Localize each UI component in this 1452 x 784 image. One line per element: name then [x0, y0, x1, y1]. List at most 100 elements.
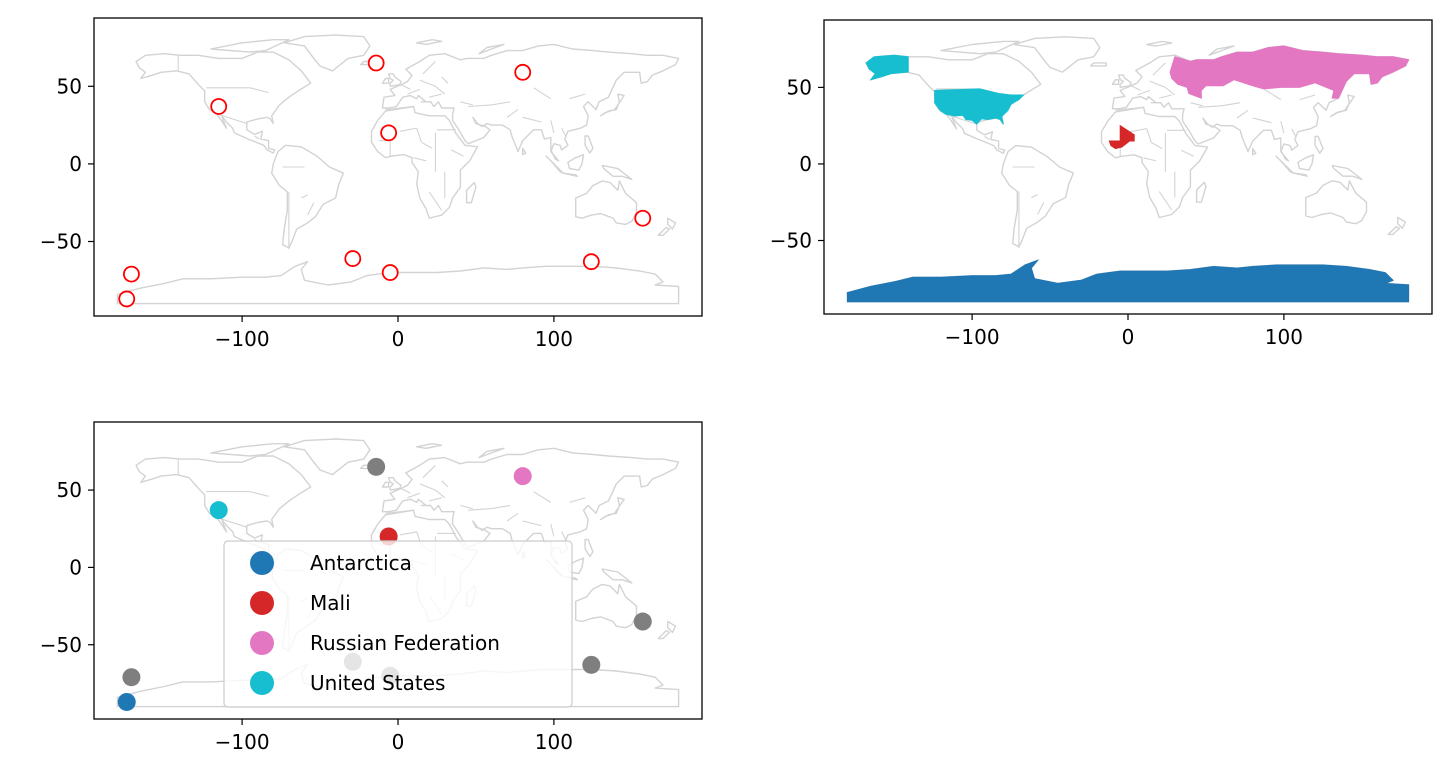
- x-tick-label: 100: [535, 327, 573, 351]
- x-tick-label: −100: [215, 327, 270, 351]
- hollow-point: [367, 54, 385, 72]
- border-line: [422, 464, 436, 479]
- border-line: [1190, 102, 1203, 107]
- landmass-ireland: [381, 481, 390, 488]
- region-mali: [1108, 124, 1135, 150]
- border-line: [1031, 194, 1038, 199]
- landmass-newGuinea: [601, 164, 633, 181]
- landmass-greenland: [283, 34, 371, 72]
- landmass-britain: [1117, 74, 1132, 89]
- y-tick-label: 0: [799, 152, 812, 176]
- x-tick-label: 100: [535, 730, 573, 754]
- landmass-arcticIsl: [210, 443, 290, 457]
- legend-label: United States: [310, 671, 445, 695]
- border-line: [468, 508, 492, 511]
- landmass-newZealandS: [657, 630, 670, 640]
- border-line: [435, 85, 446, 95]
- border-line: [421, 141, 433, 149]
- border-line: [1146, 128, 1152, 143]
- border-line: [416, 128, 422, 143]
- y-tick-label: 0: [69, 152, 82, 176]
- border-line: [249, 87, 269, 94]
- legend-marker: [250, 631, 274, 655]
- border-line: [491, 101, 511, 106]
- border-line: [1159, 94, 1172, 99]
- border-line: [491, 504, 511, 510]
- border-line: [550, 120, 555, 134]
- landmass-newGuinea: [1331, 164, 1363, 181]
- landmass-northAmerica: [135, 51, 312, 154]
- landmass-greenland: [1013, 36, 1101, 73]
- y-tick-label: 0: [69, 555, 82, 579]
- landmass-newZealandN: [667, 620, 677, 634]
- data-point: [513, 467, 532, 486]
- landmass-ireland: [1111, 78, 1120, 86]
- data-point: [367, 457, 386, 476]
- border-line: [1151, 142, 1163, 150]
- border-line: [1129, 128, 1147, 133]
- landmass-japan: [600, 497, 625, 521]
- border-line: [254, 135, 260, 140]
- landmass-australia: [575, 180, 638, 226]
- landmass-southAmerica: [1001, 144, 1075, 248]
- border-line: [533, 491, 552, 503]
- border-line: [1137, 89, 1150, 96]
- border-line: [413, 157, 427, 162]
- landmass-indonesia2: [1292, 172, 1309, 177]
- landmass-madagascar: [1195, 181, 1207, 203]
- legend-label: Russian Federation: [310, 631, 500, 655]
- border-line: [422, 61, 436, 75]
- landmass-newZealandN: [667, 217, 677, 230]
- data-point: [582, 655, 601, 674]
- y-tick-label: 50: [57, 74, 82, 98]
- border-line: [399, 531, 417, 536]
- border-line: [1263, 88, 1282, 101]
- landmass-africa: [370, 105, 479, 219]
- y-tick-label: 50: [57, 478, 82, 502]
- region-russian-federation: [1169, 45, 1410, 99]
- landmass-japan: [600, 93, 625, 117]
- legend-marker: [250, 551, 274, 575]
- data-point: [122, 668, 141, 687]
- hollow-point: [381, 264, 399, 281]
- border-line: [569, 497, 586, 503]
- landmass-arcticIsl: [940, 40, 1020, 55]
- border-line: [215, 112, 247, 125]
- border-line: [1115, 106, 1144, 111]
- border-line: [1143, 157, 1157, 162]
- landmass-novayaZemlya: [478, 447, 505, 459]
- border-line: [569, 93, 586, 100]
- landmass-philippines: [584, 135, 594, 154]
- legend-label: Antarctica: [310, 551, 412, 575]
- border-line: [945, 113, 977, 125]
- border-line: [428, 191, 443, 211]
- landmass-britain: [387, 73, 402, 88]
- landmass-greenland: [283, 438, 371, 476]
- border-line: [441, 76, 449, 84]
- border-line: [1291, 128, 1297, 139]
- border-line: [450, 149, 464, 157]
- border-line: [1158, 191, 1173, 211]
- x-tick-label: 100: [1265, 325, 1303, 349]
- landmass-arcticIsl: [210, 39, 290, 53]
- border-line: [429, 497, 442, 502]
- border-line: [400, 488, 411, 494]
- landmass-antarctica: [116, 261, 680, 305]
- legend-box: [223, 540, 573, 708]
- landmass-svalbard: [1145, 40, 1173, 47]
- border-line: [307, 202, 315, 216]
- x-tick-label: −100: [945, 325, 1000, 349]
- border-line: [419, 79, 436, 87]
- border-line: [1165, 86, 1176, 96]
- border-line: [429, 93, 442, 98]
- legend-marker: [250, 671, 274, 695]
- y-tick-label: −50: [40, 633, 82, 657]
- top-left-map-panel: −100 0 100 50 0 −50: [40, 17, 703, 351]
- border-line: [301, 194, 308, 199]
- landmass-borneo: [1297, 154, 1315, 171]
- border-line: [441, 480, 449, 488]
- border-line: [522, 520, 542, 527]
- border-line: [1037, 201, 1045, 215]
- top-right-map-panel: −100 0 100 50 0 −50: [770, 19, 1433, 349]
